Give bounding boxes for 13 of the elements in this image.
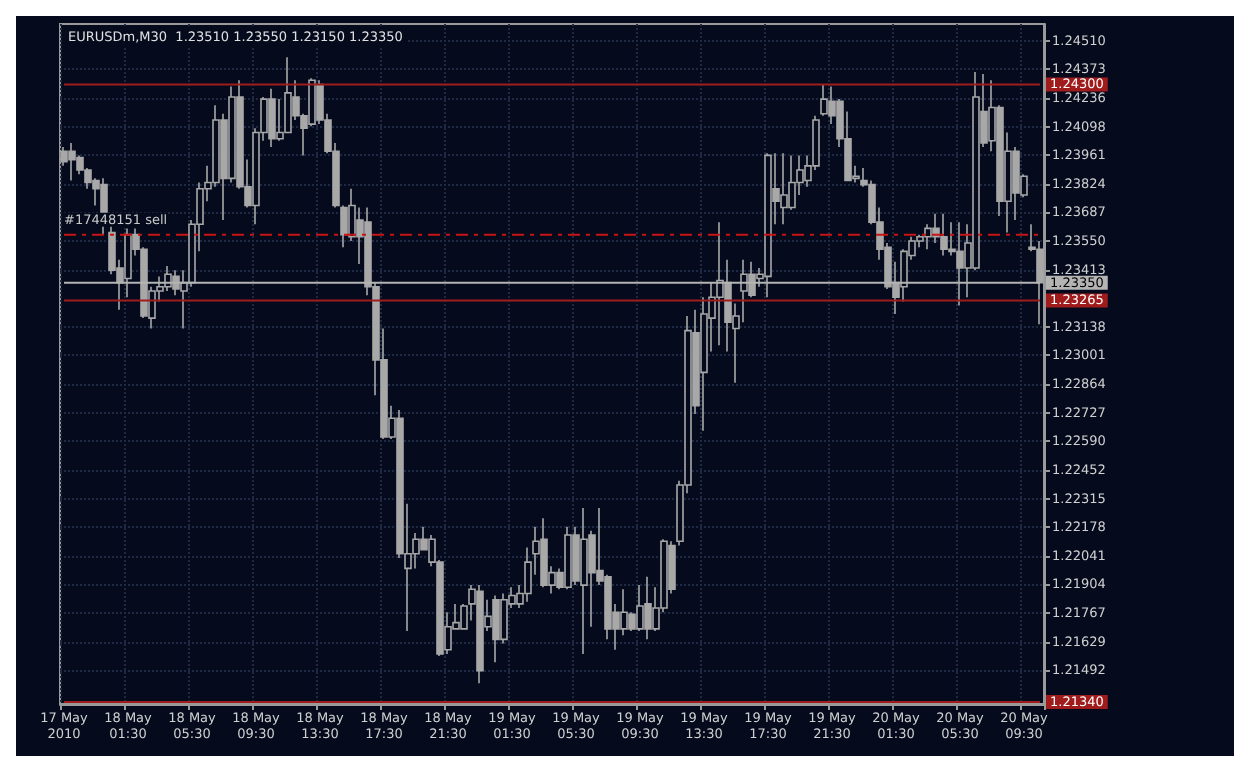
candlestick (268, 87, 276, 148)
candlestick (780, 152, 788, 226)
candlestick (540, 517, 548, 588)
candlestick (580, 507, 588, 655)
candlestick (284, 56, 292, 134)
candlestick (644, 575, 652, 641)
candlestick (68, 142, 76, 182)
candlestick (476, 584, 484, 684)
candlestick (636, 584, 644, 632)
candlestick (564, 525, 572, 591)
candlestick (492, 594, 500, 664)
candlestick (940, 213, 948, 257)
candlestick (820, 83, 828, 117)
